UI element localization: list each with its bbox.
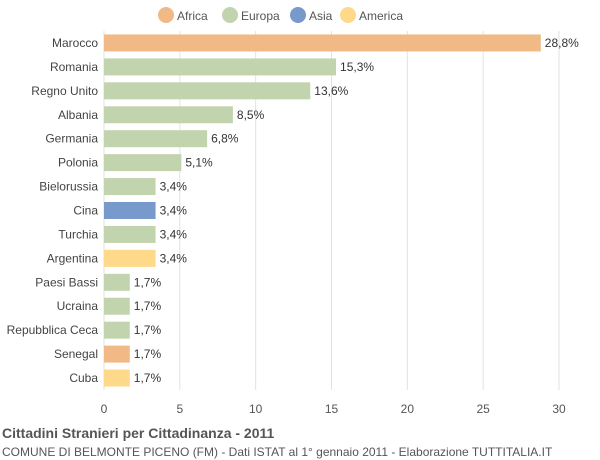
value-label: 3,4% — [160, 227, 188, 241]
x-tick-label: 5 — [176, 402, 183, 416]
bar — [104, 130, 208, 148]
legend-swatch — [340, 7, 356, 23]
bar — [104, 273, 130, 291]
bar — [104, 106, 233, 124]
value-label: 8,5% — [237, 108, 265, 122]
legend-label: America — [359, 9, 403, 23]
bar — [104, 225, 156, 243]
legend-swatch — [222, 7, 238, 23]
category-label: Ucraina — [57, 299, 99, 313]
category-label: Polonia — [58, 156, 98, 170]
legend: Africa Europa Asia America — [158, 7, 403, 23]
category-label: Turchia — [58, 227, 98, 241]
legend-label: Asia — [309, 9, 333, 23]
value-label: 3,4% — [160, 251, 188, 265]
x-tick-labels: 0 5 10 15 20 25 30 — [101, 402, 566, 416]
bar — [104, 369, 130, 387]
value-label: 1,7% — [134, 347, 162, 361]
x-tick-label: 20 — [401, 402, 415, 416]
bar — [104, 202, 156, 219]
bar-chart: Africa Europa Asia America Marocco Romania Re… — [7, 7, 579, 416]
category-label: Cuba — [69, 371, 98, 385]
value-label: 13,6% — [314, 84, 348, 98]
value-label: 1,7% — [134, 323, 162, 337]
value-label: 3,4% — [160, 204, 188, 218]
category-label: Cina — [73, 204, 98, 218]
category-labels: Marocco Romania Regno Unito Albania Germania… — [7, 36, 99, 385]
category-label: Bielorussia — [39, 180, 98, 194]
bar — [104, 82, 311, 100]
bar — [104, 321, 130, 339]
category-label: Paesi Bassi — [35, 275, 98, 289]
value-label: 5,1% — [185, 156, 213, 170]
value-label: 28,8% — [545, 36, 579, 50]
bar — [104, 249, 156, 267]
category-label: Albania — [58, 108, 98, 122]
value-label: 1,7% — [134, 275, 162, 289]
value-label: 15,3% — [340, 60, 374, 74]
value-label: 1,7% — [134, 371, 162, 385]
x-tick-label: 0 — [101, 402, 108, 416]
category-label: Repubblica Ceca — [7, 323, 99, 337]
x-tick-label: 15 — [325, 402, 339, 416]
legend-swatch — [290, 7, 306, 23]
category-label: Argentina — [47, 251, 99, 265]
category-label: Regno Unito — [31, 84, 98, 98]
bars — [104, 34, 541, 387]
x-tick-label: 10 — [249, 402, 263, 416]
chart-title: Cittadini Stranieri per Cittadinanza - 2… — [2, 425, 275, 441]
bar — [104, 297, 130, 315]
legend-label: Africa — [177, 9, 208, 23]
bar — [104, 154, 182, 172]
bar — [104, 345, 130, 363]
legend-swatch — [158, 7, 174, 23]
value-label: 3,4% — [160, 180, 188, 194]
category-label: Germania — [45, 132, 98, 146]
chart-subtitle: COMUNE DI BELMONTE PICENO (FM) - Dati IS… — [2, 445, 553, 459]
value-labels: 28,8% 15,3% 13,6% 8,5% 6,8% 5,1% 3,4% 3,4% 3,4% 3… — [134, 36, 579, 385]
legend-label: Europa — [241, 9, 280, 23]
x-tick-label: 25 — [476, 402, 490, 416]
bar — [104, 58, 337, 76]
value-label: 6,8% — [211, 132, 239, 146]
category-label: Romania — [50, 60, 98, 74]
bar — [104, 34, 541, 52]
category-label: Senegal — [54, 347, 98, 361]
value-label: 1,7% — [134, 299, 162, 313]
category-label: Marocco — [52, 36, 98, 50]
bar — [104, 178, 156, 196]
x-tick-label: 30 — [552, 402, 566, 416]
